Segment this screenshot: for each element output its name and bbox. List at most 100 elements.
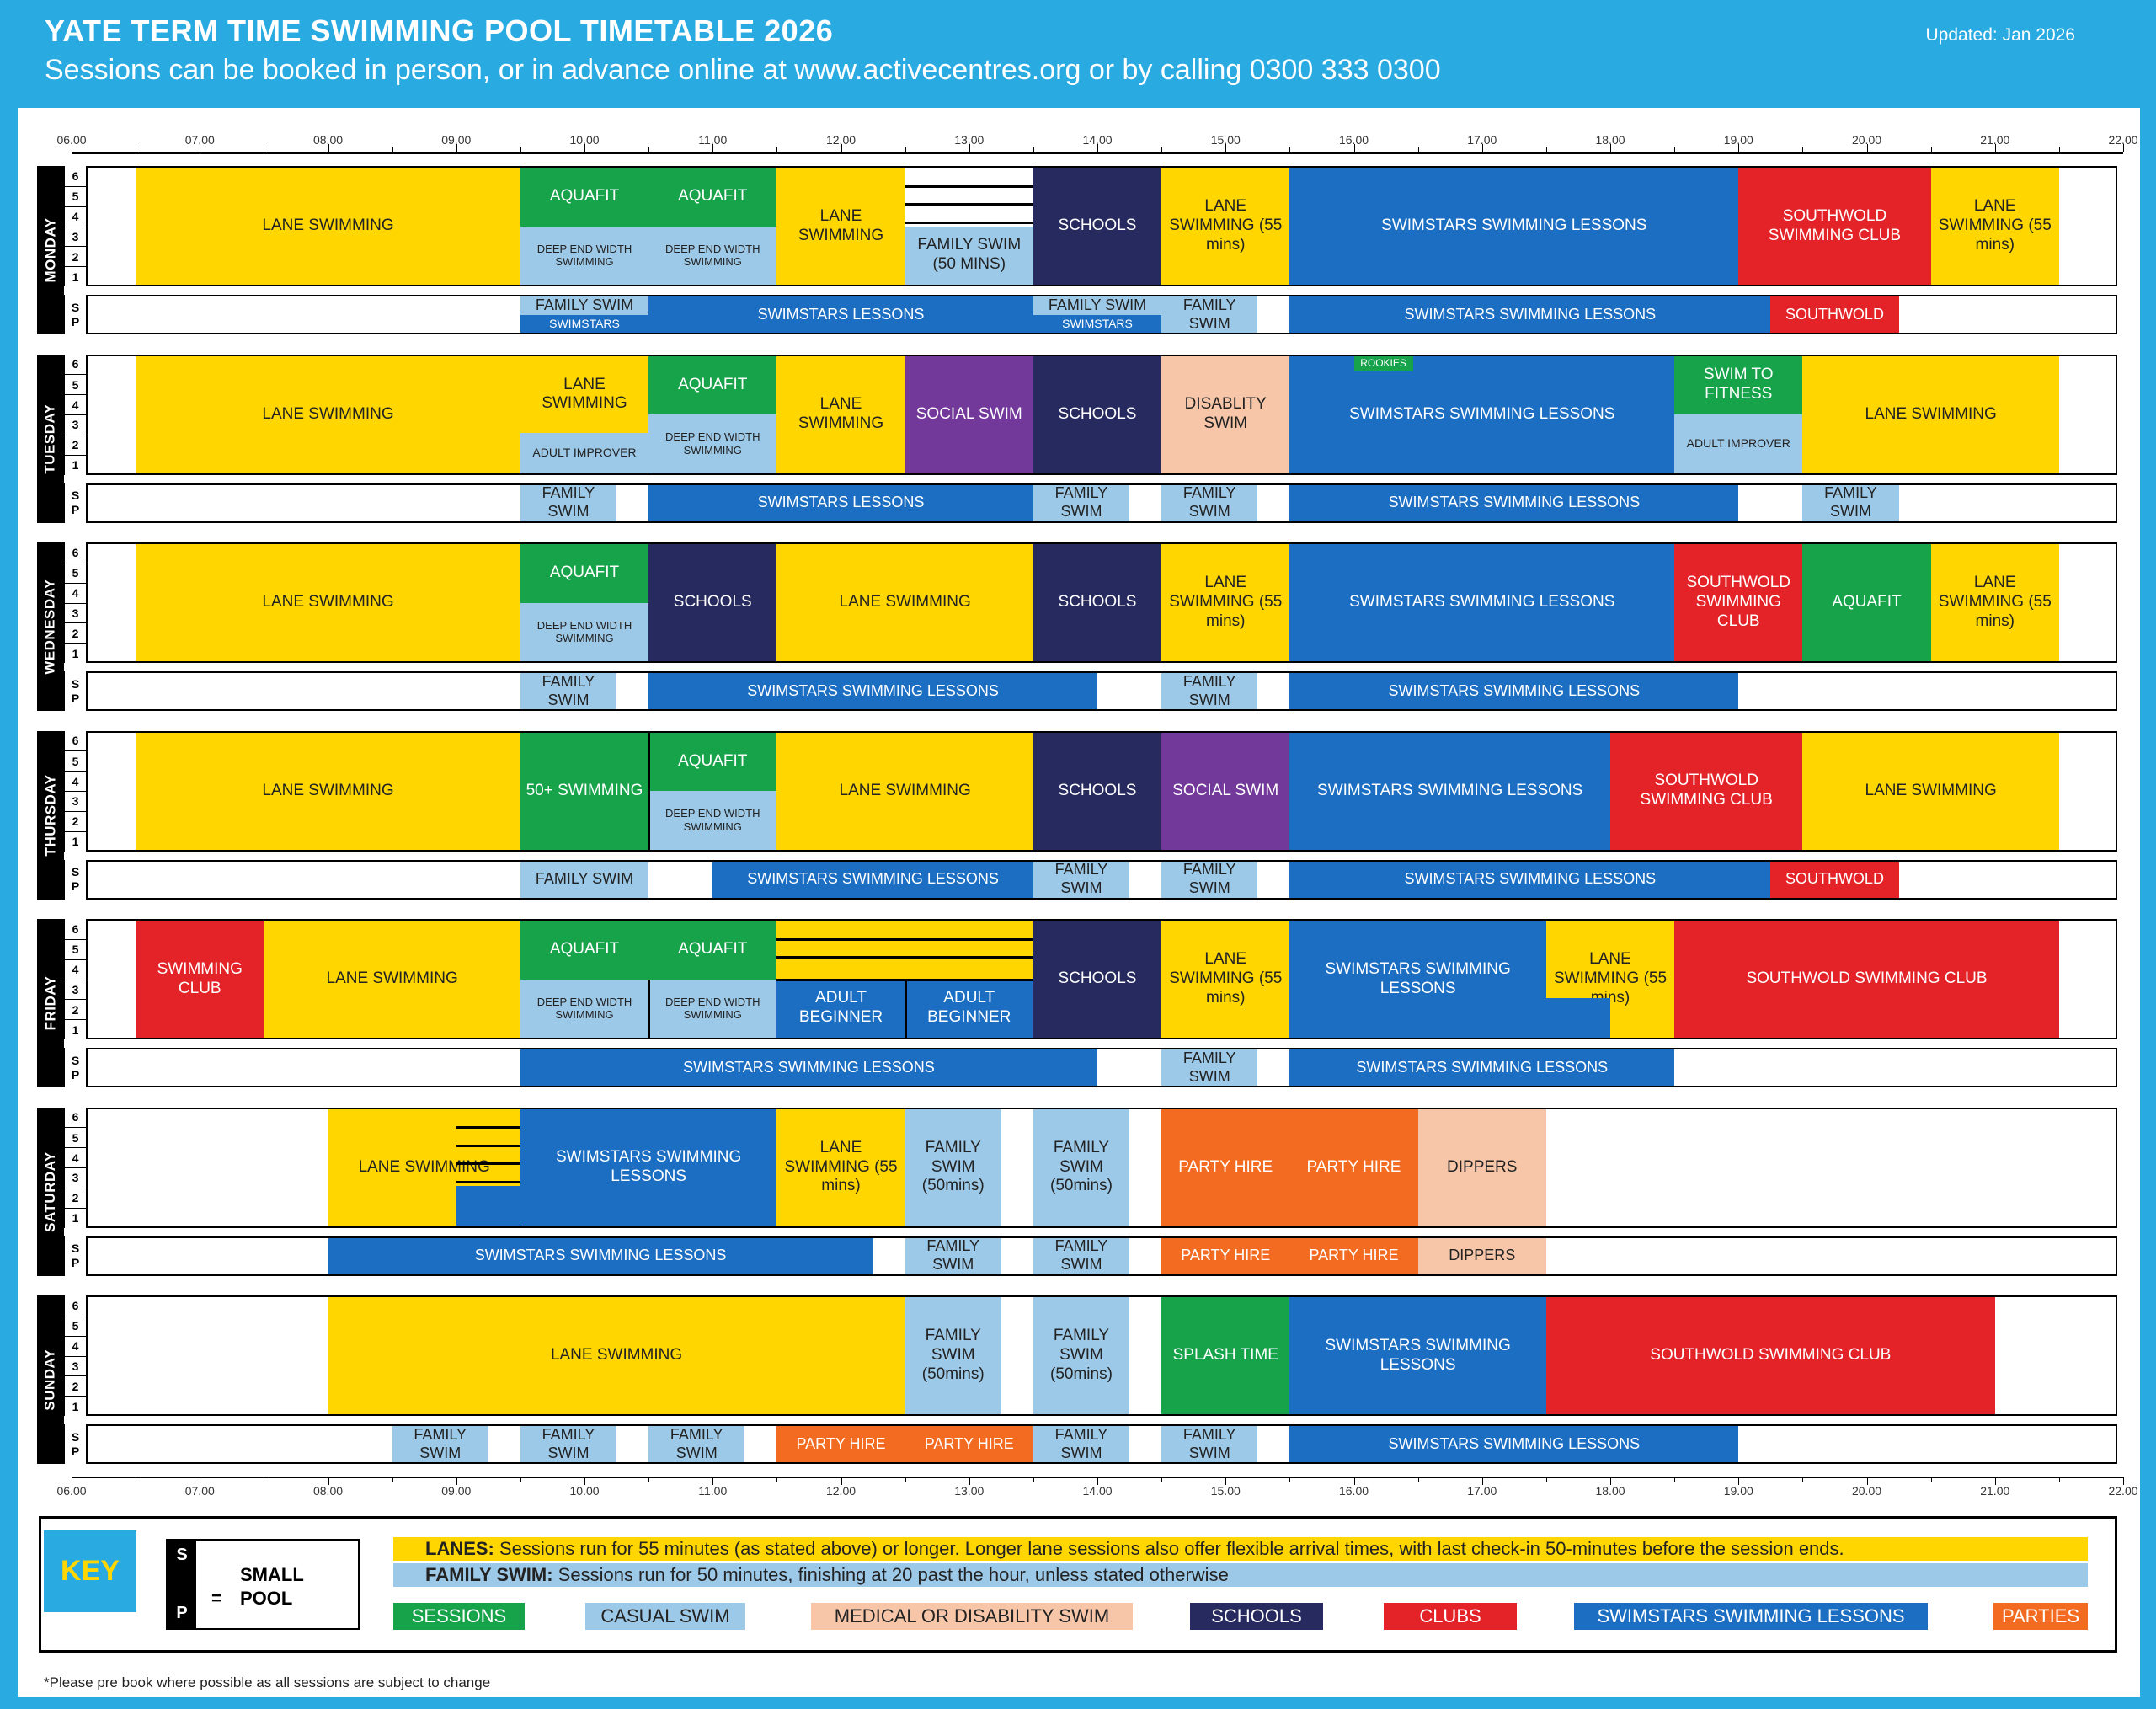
main-session-aquafit[interactable]: AQUAFIT	[1802, 544, 1931, 661]
sp-session-family-swim[interactable]: FAMILY SWIM	[1802, 484, 1899, 521]
sp-session-family-swim[interactable]: FAMILY SWIM	[1033, 1426, 1130, 1462]
sp-session-family-swim[interactable]: FAMILY SWIM	[905, 1237, 1001, 1274]
main-session-family-swim-50mins[interactable]: FAMILY SWIM (50mins)	[905, 1297, 1001, 1414]
main-session-schools[interactable]: SCHOOLS	[1033, 355, 1162, 473]
sp-session-swimstars[interactable]: SWIMSTARS	[520, 314, 649, 333]
main-session-party-hire[interactable]: PARTY HIRE	[1289, 1108, 1418, 1226]
sp-session-family-swim[interactable]: FAMILY SWIM	[520, 673, 617, 709]
main-session-swimstars-swimming-lessons[interactable]: SWIMSTARS SWIMMING LESSONS	[1289, 732, 1610, 850]
main-session-lane-swimming[interactable]: LANE SWIMMING	[776, 168, 905, 285]
sp-session-swimstars[interactable]: SWIMSTARS	[1033, 314, 1162, 333]
main-session-party-hire[interactable]: PARTY HIRE	[1161, 1108, 1290, 1226]
sp-session-family-swim[interactable]: FAMILY SWIM	[648, 1426, 745, 1462]
main-session-50-swimming[interactable]: 50+ SWIMMING	[520, 732, 649, 850]
sp-session-party-hire[interactable]: PARTY HIRE	[905, 1426, 1033, 1462]
sp-session-family-swim[interactable]: FAMILY SWIM	[392, 1426, 488, 1462]
main-session-swimming-club[interactable]: SWIMMING CLUB	[136, 921, 264, 1038]
rookies-badge[interactable]: ROOKIES	[1353, 355, 1413, 371]
main-session-deep-end-width-swimming[interactable]: DEEP END WIDTH SWIMMING	[520, 602, 649, 661]
sp-session-family-swim[interactable]: FAMILY SWIM	[1033, 296, 1162, 315]
main-session-aquafit[interactable]: AQUAFIT	[648, 732, 777, 791]
sp-session-family-swim[interactable]: FAMILY SWIM	[1161, 484, 1258, 521]
main-session-schools[interactable]: SCHOOLS	[648, 544, 777, 661]
main-session-southwold-swimming-club[interactable]: SOUTHWOLD SWIMMING CLUB	[1674, 921, 2059, 1038]
main-session-blank[interactable]	[1545, 997, 1610, 1038]
sp-session-family-swim[interactable]: FAMILY SWIM	[1033, 484, 1130, 521]
main-session-swimstars-swimming-lessons[interactable]: SWIMSTARS SWIMMING LESSONS	[1289, 355, 1675, 473]
main-session-lane-swimming[interactable]: LANE SWIMMING	[776, 732, 1033, 850]
sp-session-family-swim[interactable]: FAMILY SWIM	[1161, 1426, 1258, 1462]
sp-session-swimstars-swimming-lessons[interactable]: SWIMSTARS SWIMMING LESSONS	[1289, 1049, 1675, 1086]
main-session-schools[interactable]: SCHOOLS	[1033, 732, 1162, 850]
main-session-deep-end-width-swimming[interactable]: DEEP END WIDTH SWIMMING	[648, 226, 777, 285]
main-session-dippers[interactable]: DIPPERS	[1417, 1108, 1546, 1226]
sp-session-swimstars-lessons[interactable]: SWIMSTARS LESSONS	[648, 484, 1033, 521]
sp-session-family-swim[interactable]: FAMILY SWIM	[1161, 861, 1258, 898]
main-session-lane-swimming[interactable]: LANE SWIMMING	[136, 355, 520, 473]
sp-session-swimstars-swimming-lessons[interactable]: SWIMSTARS SWIMMING LESSONS	[1289, 484, 1739, 521]
sp-session-party-hire[interactable]: PARTY HIRE	[1289, 1237, 1418, 1274]
main-session-lane-swimming-55-mins[interactable]: LANE SWIMMING (55 mins)	[1930, 168, 2059, 285]
main-session-lane-swimming-55-mins[interactable]: LANE SWIMMING (55 mins)	[1161, 921, 1290, 1038]
main-session-lane-swimming[interactable]: LANE SWIMMING	[776, 544, 1033, 661]
main-session-lane-swimming[interactable]: LANE SWIMMING	[264, 921, 520, 1038]
main-session-family-swim-50-mins[interactable]: FAMILY SWIM (50 MINS)	[905, 226, 1033, 285]
main-session-lane-swimming[interactable]: LANE SWIMMING	[1802, 355, 2059, 473]
sp-session-swimstars-swimming-lessons[interactable]: SWIMSTARS SWIMMING LESSONS	[712, 861, 1033, 898]
main-session-disablity-swim[interactable]: DISABLITY SWIM	[1161, 355, 1290, 473]
main-session-adult-improver[interactable]: ADULT IMPROVER	[1674, 414, 1803, 473]
main-session-lane-swimming[interactable]: LANE SWIMMING	[136, 544, 520, 661]
main-session-lane-swimming[interactable]: LANE SWIMMING	[328, 1297, 905, 1414]
main-session-lane-swimming-55-mins[interactable]: LANE SWIMMING (55 mins)	[1161, 544, 1290, 661]
main-session-splash-time[interactable]: SPLASH TIME	[1161, 1297, 1290, 1414]
main-session-lane-swimming[interactable]: LANE SWIMMING	[1802, 732, 2059, 850]
sp-session-swimstars-lessons[interactable]: SWIMSTARS LESSONS	[648, 296, 1033, 333]
main-session-deep-end-width-swimming[interactable]: DEEP END WIDTH SWIMMING	[520, 979, 649, 1038]
sp-session-family-swim[interactable]: FAMILY SWIM	[1161, 1049, 1258, 1086]
sp-session-southwold[interactable]: SOUTHWOLD	[1770, 861, 1899, 898]
main-session-deep-end-width-swimming[interactable]: DEEP END WIDTH SWIMMING	[648, 414, 777, 473]
main-session-aquafit[interactable]: AQUAFIT	[648, 921, 777, 980]
main-session-lane-swimming-55-mins[interactable]: LANE SWIMMING (55 mins)	[1545, 921, 1675, 1038]
main-session-blank[interactable]	[456, 1186, 520, 1226]
sp-session-southwold[interactable]: SOUTHWOLD	[1770, 296, 1899, 333]
sp-session-party-hire[interactable]: PARTY HIRE	[1161, 1237, 1290, 1274]
main-session-lane-swimming[interactable]: LANE SWIMMING	[776, 355, 905, 473]
main-session-schools[interactable]: SCHOOLS	[1033, 544, 1162, 661]
main-session-aquafit[interactable]: AQUAFIT	[520, 168, 649, 227]
main-session-swimstars-swimming-lessons[interactable]: SWIMSTARS SWIMMING LESSONS	[1289, 544, 1675, 661]
sp-session-family-swim[interactable]: FAMILY SWIM	[1161, 673, 1258, 709]
sp-session-dippers[interactable]: DIPPERS	[1417, 1237, 1546, 1274]
main-session-lane-swimming[interactable]: LANE SWIMMING	[136, 732, 520, 850]
sp-session-party-hire[interactable]: PARTY HIRE	[776, 1426, 905, 1462]
sp-session-family-swim[interactable]: FAMILY SWIM	[520, 1426, 617, 1462]
main-session-family-swim-50mins[interactable]: FAMILY SWIM (50mins)	[1033, 1108, 1130, 1226]
main-session-adult-improver[interactable]: ADULT IMPROVER	[520, 433, 649, 473]
main-session-swimstars-swimming-lessons[interactable]: SWIMSTARS SWIMMING LESSONS	[1289, 1297, 1546, 1414]
main-session-lane-swimming-55-mins[interactable]: LANE SWIMMING (55 mins)	[1161, 168, 1290, 285]
main-session-aquafit[interactable]: AQUAFIT	[648, 355, 777, 414]
main-session-aquafit[interactable]: AQUAFIT	[520, 921, 649, 980]
main-session-social-swim[interactable]: SOCIAL SWIM	[1161, 732, 1290, 850]
main-session-adult-beginner[interactable]: ADULT BEGINNER	[905, 979, 1033, 1038]
main-session-family-swim-50mins[interactable]: FAMILY SWIM (50mins)	[905, 1108, 1001, 1226]
sp-session-swimstars-swimming-lessons[interactable]: SWIMSTARS SWIMMING LESSONS	[1289, 1426, 1739, 1462]
main-session-southwold-swimming-club[interactable]: SOUTHWOLD SWIMMING CLUB	[1674, 544, 1803, 661]
main-session-southwold-swimming-club[interactable]: SOUTHWOLD SWIMMING CLUB	[1610, 732, 1803, 850]
main-session-swimstars-swimming-lessons[interactable]: SWIMSTARS SWIMMING LESSONS	[1289, 921, 1546, 1038]
sp-session-family-swim[interactable]: FAMILY SWIM	[520, 861, 649, 898]
main-session-schools[interactable]: SCHOOLS	[1033, 168, 1162, 285]
main-session-deep-end-width-swimming[interactable]: DEEP END WIDTH SWIMMING	[520, 226, 649, 285]
main-session-southwold-swimming-club[interactable]: SOUTHWOLD SWIMMING CLUB	[1545, 1297, 1995, 1414]
sp-session-family-swim[interactable]: FAMILY SWIM	[1161, 296, 1258, 333]
main-session-aquafit[interactable]: AQUAFIT	[648, 168, 777, 227]
main-session-aquafit[interactable]: AQUAFIT	[520, 544, 649, 603]
main-session-swimstars-swimming-lessons[interactable]: SWIMSTARS SWIMMING LESSONS	[1289, 168, 1739, 285]
sp-session-swimstars-swimming-lessons[interactable]: SWIMSTARS SWIMMING LESSONS	[1289, 861, 1771, 898]
main-session-schools[interactable]: SCHOOLS	[1033, 921, 1162, 1038]
main-session-swim-to-fitness[interactable]: SWIM TO FITNESS	[1674, 355, 1803, 414]
sp-session-swimstars-swimming-lessons[interactable]: SWIMSTARS SWIMMING LESSONS	[1289, 673, 1739, 709]
sp-session-family-swim[interactable]: FAMILY SWIM	[1033, 1237, 1130, 1274]
main-session-family-swim-50mins[interactable]: FAMILY SWIM (50mins)	[1033, 1297, 1130, 1414]
main-session-social-swim[interactable]: SOCIAL SWIM	[905, 355, 1033, 473]
